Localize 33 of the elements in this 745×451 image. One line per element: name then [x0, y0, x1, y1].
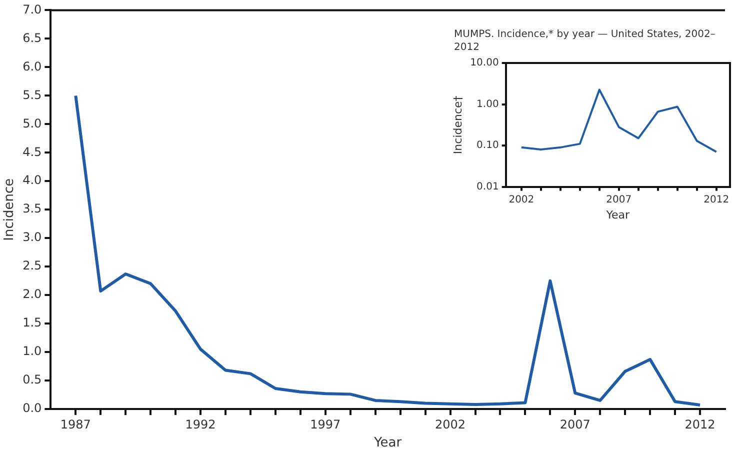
- y-tick-label: 5.5: [22, 88, 42, 102]
- y-tick-label: 4.5: [22, 144, 42, 159]
- y-tick-label: 2.0: [22, 287, 42, 302]
- y-tick-label: 6.5: [22, 30, 42, 45]
- x-tick-label: 2012: [684, 417, 716, 432]
- y-tick-label: 1.5: [22, 316, 42, 330]
- y-axis-title: Incidence: [2, 178, 18, 241]
- y-tick-label: 2.5: [22, 258, 42, 273]
- x-axis-title: Year: [605, 208, 630, 222]
- y-tick-label: 0.5: [22, 372, 42, 387]
- x-tick-label: 2002: [435, 417, 466, 432]
- x-tick-label: 1997: [310, 417, 341, 432]
- y-tick-label: 3.5: [22, 202, 42, 216]
- y-tick-label: 1.0: [22, 344, 42, 358]
- y-tick-label: 5.0: [22, 116, 42, 130]
- x-tick-label: 2007: [606, 194, 632, 206]
- y-tick-label: 0.0: [22, 401, 42, 416]
- x-axis-title: Year: [373, 436, 402, 451]
- y-tick-label: 1.00: [476, 98, 499, 110]
- y-tick-label: 10.00: [470, 58, 499, 69]
- x-tick-label: 1987: [60, 417, 91, 432]
- chart-title: MUMPS. Incidence,* by year — United States, 2002–2012: [454, 28, 716, 54]
- y-tick-label: 4.0: [22, 173, 42, 188]
- x-tick-label: 1992: [185, 417, 216, 432]
- y-tick-label: 0.01: [476, 181, 499, 192]
- y-tick-label: 6.0: [22, 59, 42, 74]
- x-tick-label: 2012: [704, 194, 730, 206]
- x-tick-label: 2002: [508, 194, 534, 206]
- y-tick-label: 3.0: [22, 230, 42, 244]
- y-tick-label: 0.10: [476, 140, 499, 152]
- x-tick-label: 2007: [560, 417, 590, 432]
- y-axis-title: Incidence†: [451, 95, 464, 154]
- y-tick-label: 7.0: [22, 2, 42, 16]
